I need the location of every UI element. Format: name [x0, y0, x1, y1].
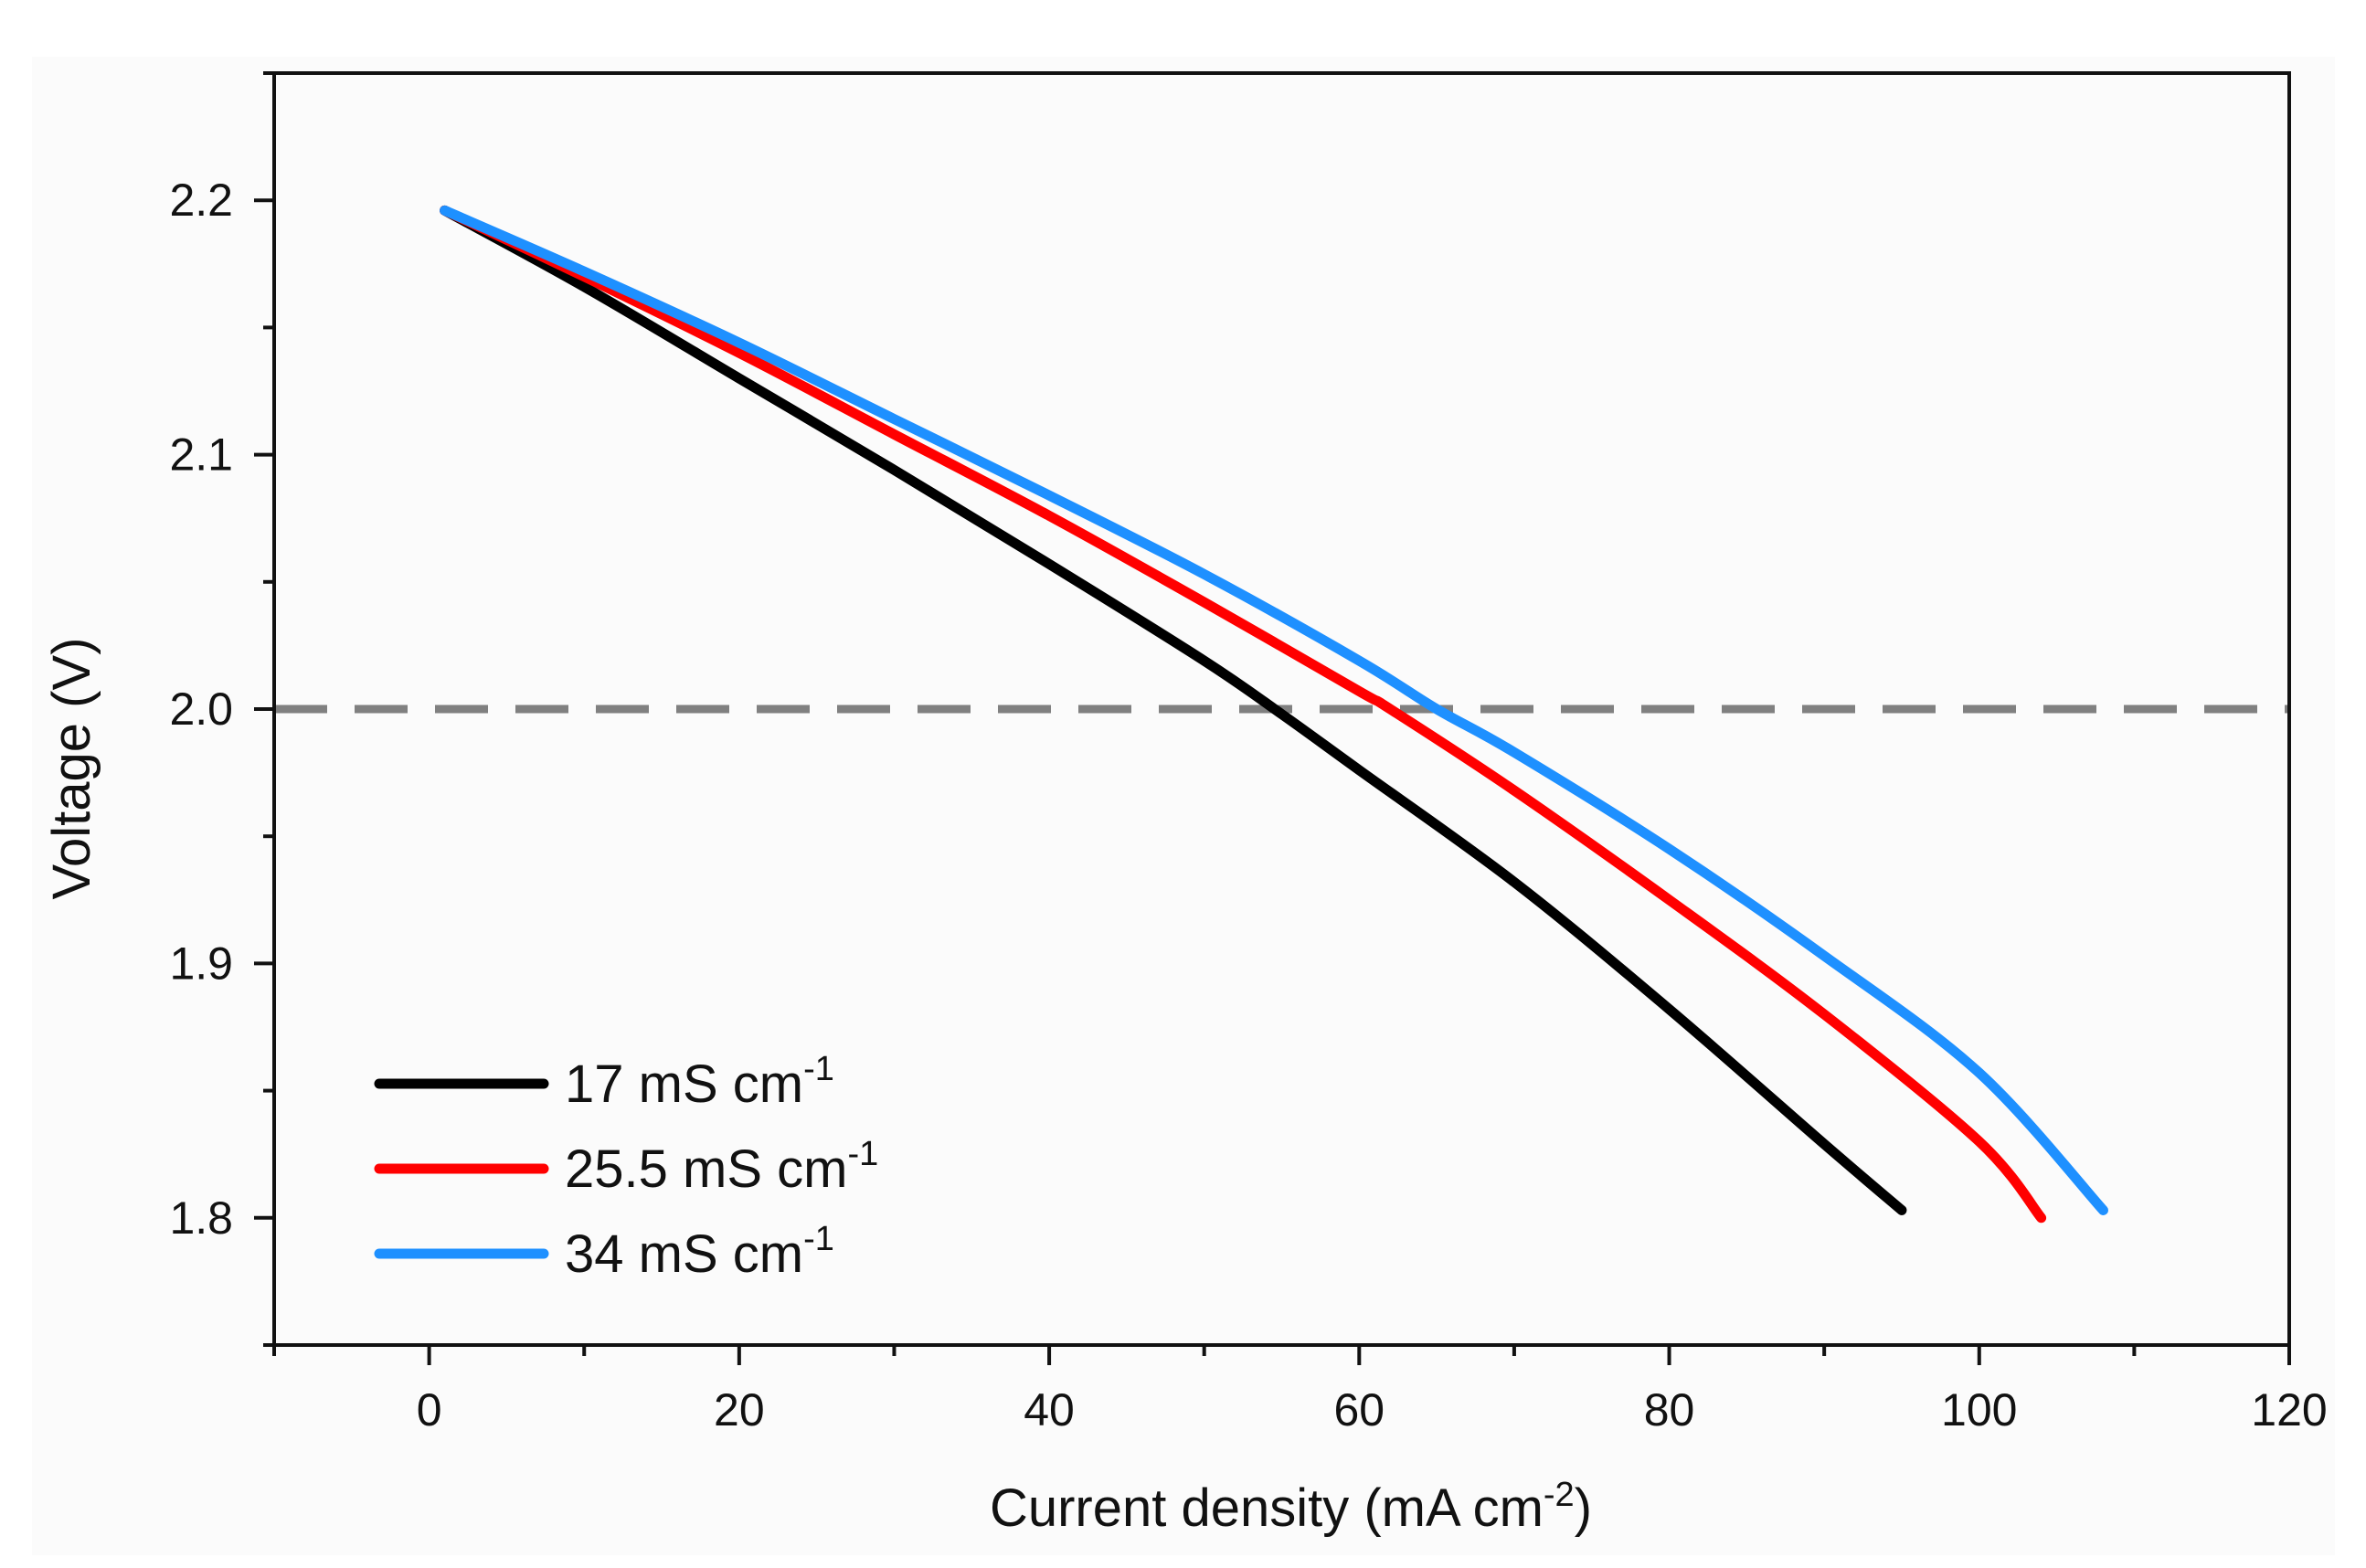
legend-label-3: 34 mS cm-1 [565, 1220, 834, 1284]
series-line-1 [440, 205, 1907, 1215]
y-tick-label: 2.1 [169, 429, 233, 481]
series-line-3 [440, 205, 2108, 1215]
legend-label-text: 25.5 mS cm [565, 1139, 847, 1199]
y-tick-label: 1.9 [169, 938, 233, 989]
y-axis-title: Voltage (V) [42, 638, 101, 900]
figure-canvas [32, 57, 2335, 1555]
y-tick-label: 1.8 [169, 1192, 233, 1244]
x-axis-ticks: 0 20 40 60 80 100 120 [272, 1345, 2328, 1436]
x-tick-label: 120 [2251, 1384, 2327, 1436]
x-axis-title-main: Current density (mA cm [990, 1478, 1544, 1538]
y-tick-label: 2.2 [169, 175, 233, 226]
legend-label-1: 17 mS cm-1 [565, 1050, 834, 1114]
legend: 17 mS cm-125.5 mS cm-134 mS cm-1 [374, 1050, 878, 1284]
series-line-2 [440, 205, 2047, 1224]
y-tick-label: 2.0 [169, 683, 233, 735]
x-tick-label: 20 [714, 1384, 765, 1436]
y-axis-ticks: 1.8 1.9 2.0 2.1 2.2 [169, 71, 274, 1347]
x-tick-label: 100 [1941, 1384, 2017, 1436]
legend-label-superscript: -1 [803, 1220, 834, 1258]
series-layer [440, 205, 2108, 1224]
legend-label-superscript: -1 [847, 1135, 878, 1173]
legend-label-2: 25.5 mS cm-1 [565, 1135, 878, 1199]
legend-label-text: 17 mS cm [565, 1054, 803, 1114]
x-tick-label: 60 [1333, 1384, 1385, 1436]
x-tick-label: 40 [1024, 1384, 1075, 1436]
x-tick-label: 80 [1644, 1384, 1695, 1436]
legend-label-text: 34 mS cm [565, 1224, 803, 1284]
legend-label-superscript: -1 [803, 1050, 834, 1088]
x-tick-label: 0 [417, 1384, 442, 1436]
x-axis-title-superscript: -2 [1544, 1476, 1575, 1514]
x-axis-title-suffix: ) [1575, 1478, 1592, 1538]
x-axis-title: Current density (mA cm-2) [990, 1476, 1592, 1538]
